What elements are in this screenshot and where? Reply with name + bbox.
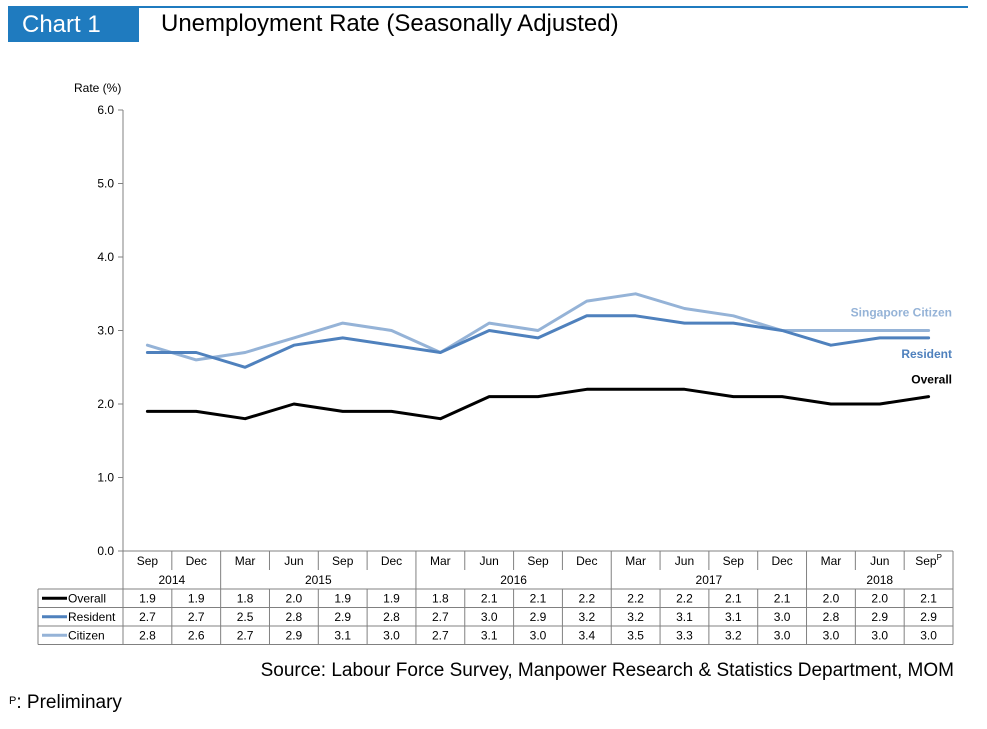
- x-tick-label: SepP: [915, 553, 942, 568]
- y-tick-label: 4.0: [97, 250, 114, 264]
- x-tick-label: Sep: [527, 554, 549, 568]
- preliminary-footnote: P: Preliminary: [9, 691, 122, 715]
- x-tick-label: Dec: [381, 554, 402, 568]
- x-tick-label: Sep: [137, 554, 159, 568]
- y-tick-label: 3.0: [97, 324, 114, 338]
- table-cell: 2.9: [530, 610, 547, 624]
- table-cell: 2.1: [481, 591, 498, 605]
- table-cell: 2.0: [823, 591, 840, 605]
- table-cell: 2.9: [920, 610, 937, 624]
- table-cell: 2.9: [286, 628, 303, 642]
- table-cell: 2.9: [871, 610, 888, 624]
- series-line-overall: [145, 387, 931, 421]
- table-cell: 3.5: [627, 628, 644, 642]
- table-cell: 2.7: [432, 628, 449, 642]
- year-label: 2014: [158, 573, 185, 587]
- x-tick-label: Jun: [479, 554, 498, 568]
- table-cell: 2.1: [725, 591, 742, 605]
- table-cell: 3.0: [920, 628, 937, 642]
- x-tick-label: Mar: [235, 554, 256, 568]
- table-cell: 3.2: [627, 610, 644, 624]
- footnote-text: : Preliminary: [16, 692, 122, 713]
- table-cell: 1.9: [334, 591, 351, 605]
- x-tick-label: Sep: [332, 554, 354, 568]
- x-tick-label: Mar: [430, 554, 451, 568]
- table-cell: 1.8: [237, 591, 254, 605]
- table-row-label: Resident: [68, 610, 116, 624]
- table-cell: 3.0: [530, 628, 547, 642]
- header-rule: [8, 6, 968, 8]
- y-tick-label: 0.0: [97, 544, 114, 558]
- preliminary-marker: P: [937, 553, 942, 562]
- y-axis-title: Rate (%): [74, 81, 121, 95]
- table-cell: 2.1: [774, 591, 791, 605]
- line-chart: 0.0 1.0 2.0 3.0 4.0 5.0 6.0 Rate (%) Sep Dec Mar Ju…: [37, 81, 954, 645]
- table-cell: 3.3: [676, 628, 693, 642]
- table-cell: 3.1: [676, 610, 693, 624]
- year-label: 2018: [866, 573, 893, 587]
- table-cell: 2.7: [432, 610, 449, 624]
- table-cell: 2.2: [578, 591, 595, 605]
- table-cell: 3.0: [823, 628, 840, 642]
- source-note: Source: Labour Force Survey, Manpower Re…: [260, 660, 954, 681]
- series-line-citizen: [145, 292, 931, 362]
- chart-title: Unemployment Rate (Seasonally Adjusted): [161, 10, 619, 37]
- table-cell: 1.9: [139, 591, 156, 605]
- table-cell: 2.8: [139, 628, 156, 642]
- table-cell: 2.8: [383, 610, 400, 624]
- table-cell: 1.9: [383, 591, 400, 605]
- table-cell: 2.2: [627, 591, 644, 605]
- table-cell: 3.0: [383, 628, 400, 642]
- table-cell: 2.5: [237, 610, 254, 624]
- table-cell: 2.8: [823, 610, 840, 624]
- y-tick-label: 1.0: [97, 471, 114, 485]
- x-tick-label: Dec: [771, 554, 792, 568]
- table-cell: 2.0: [871, 591, 888, 605]
- table-cell: 3.1: [334, 628, 351, 642]
- year-label: 2015: [305, 573, 332, 587]
- table-cell: 1.9: [188, 591, 205, 605]
- table-cell: 3.1: [481, 628, 498, 642]
- x-tick-label: Jun: [284, 554, 303, 568]
- table-cell: 2.7: [139, 610, 156, 624]
- footnote-marker: P: [9, 695, 17, 707]
- table-cell: 3.0: [481, 610, 498, 624]
- series-end-label: Singapore Citizen: [851, 306, 952, 320]
- series-end-label: Resident: [901, 347, 952, 361]
- y-tick-label: 5.0: [97, 177, 114, 191]
- table-cell: 2.1: [920, 591, 937, 605]
- table-cell: 2.0: [286, 591, 303, 605]
- table-cell: 2.6: [188, 628, 205, 642]
- table-row-label: Citizen: [68, 628, 105, 642]
- x-tick-label: Jun: [675, 554, 694, 568]
- table-cell: 2.7: [188, 610, 205, 624]
- table-cell: 2.8: [286, 610, 303, 624]
- y-tick-label: 2.0: [97, 397, 114, 411]
- table-row-label: Overall: [68, 591, 106, 605]
- table-cell: 1.8: [432, 591, 449, 605]
- x-tick-label: Jun: [870, 554, 889, 568]
- table-cell: 2.2: [676, 591, 693, 605]
- year-label: 2016: [500, 573, 527, 587]
- x-tick-label: Mar: [821, 554, 842, 568]
- x-tick-label: Mar: [625, 554, 646, 568]
- table-cell: 3.2: [578, 610, 595, 624]
- chart-number-tag: Chart 1: [8, 7, 139, 42]
- table-cell: 3.2: [725, 628, 742, 642]
- table-cell: 3.1: [725, 610, 742, 624]
- x-tick-label: Dec: [186, 554, 207, 568]
- table-cell: 2.9: [334, 610, 351, 624]
- series-line-resident: [145, 314, 931, 369]
- table-cell: 3.0: [774, 610, 791, 624]
- year-label: 2017: [696, 573, 723, 587]
- series-end-label: Overall: [911, 373, 952, 387]
- x-tick-label: Sep: [723, 554, 745, 568]
- y-tick-label: 6.0: [97, 103, 114, 117]
- table-cell: 3.0: [871, 628, 888, 642]
- table-cell: 3.4: [578, 628, 595, 642]
- x-tick-label: Dec: [576, 554, 597, 568]
- table-cell: 2.1: [530, 591, 547, 605]
- table-cell: 3.0: [774, 628, 791, 642]
- table-cell: 2.7: [237, 628, 254, 642]
